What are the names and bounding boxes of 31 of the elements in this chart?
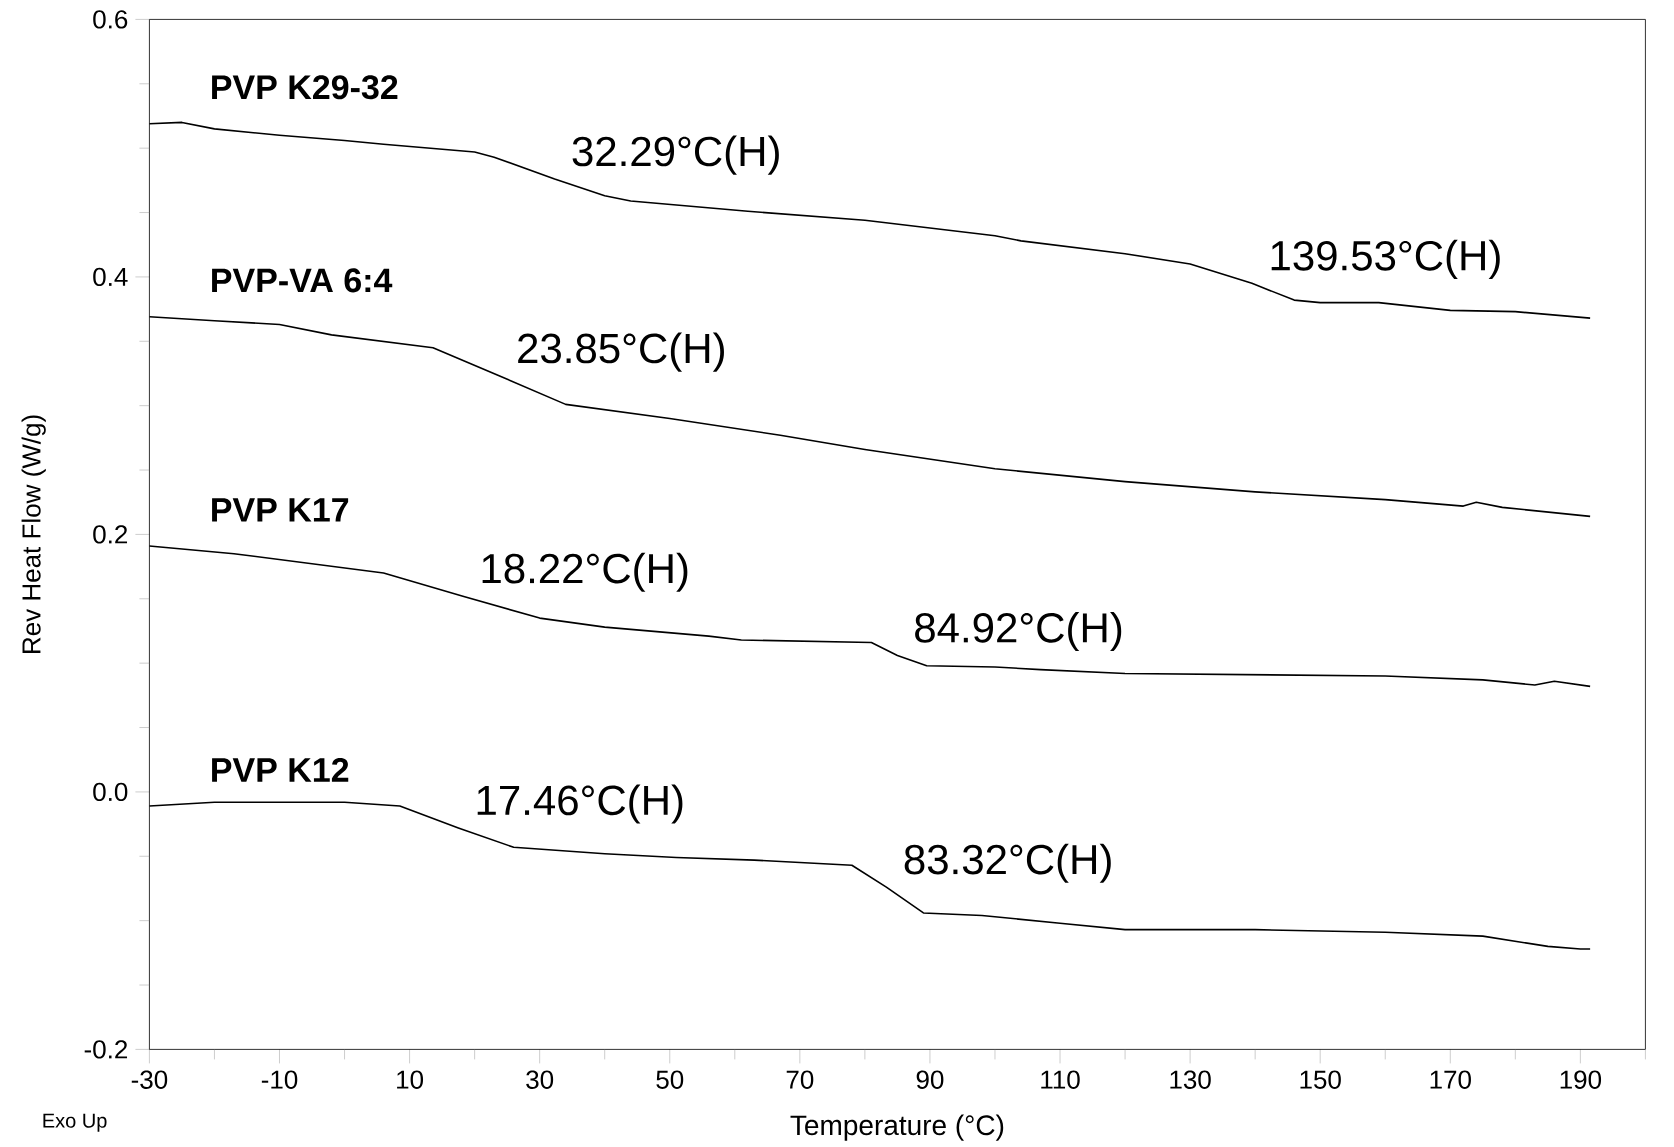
annotation: 32.29°C(H) xyxy=(572,135,779,175)
annotation: 84.92°C(H) xyxy=(915,611,1122,652)
y-tick-label: 0.6 xyxy=(93,10,128,29)
x-tick-label: 150 xyxy=(1300,1070,1341,1089)
x-tick-label: 50 xyxy=(656,1070,684,1089)
x-tick-label: 90 xyxy=(916,1070,944,1089)
y-tick-label: -0.2 xyxy=(84,1040,128,1059)
y-tick-label: 0.2 xyxy=(93,525,128,544)
series-label: PVP K12 xyxy=(212,757,349,782)
y-axis-title: Rev Heat Flow (W/g) xyxy=(21,415,46,653)
x-tick-label: 70 xyxy=(786,1070,814,1089)
series-label: PVP K29-32 xyxy=(212,75,398,100)
annotation: 18.22°C(H) xyxy=(482,552,688,592)
annotation: 23.85°C(H) xyxy=(518,332,724,372)
text: Exo Up xyxy=(43,1113,107,1132)
x-tick-label: 10 xyxy=(397,1070,424,1089)
x-axis-title: Temperature (°C) xyxy=(790,1114,1004,1141)
series-label: PVP K17 xyxy=(212,498,349,522)
x-tick-label: -10 xyxy=(261,1070,298,1089)
annotation: 83.32°C(H) xyxy=(904,843,1111,883)
x-tick-label: 130 xyxy=(1170,1070,1211,1089)
annotation: 17.46°C(H) xyxy=(477,784,683,824)
series-label: PVP-VA 6:4 xyxy=(212,268,393,293)
y-tick-label: 0.4 xyxy=(93,267,128,287)
x-tick-label: 190 xyxy=(1560,1070,1602,1089)
x-tick-label: 30 xyxy=(526,1070,554,1089)
x-tick-label: 110 xyxy=(1041,1070,1080,1089)
x-tick-label: 170 xyxy=(1430,1070,1471,1089)
x-tick-label: -30 xyxy=(131,1070,168,1089)
y-tick-label: 0.0 xyxy=(93,782,128,802)
annotation: 139.53°C(H) xyxy=(1271,239,1500,279)
